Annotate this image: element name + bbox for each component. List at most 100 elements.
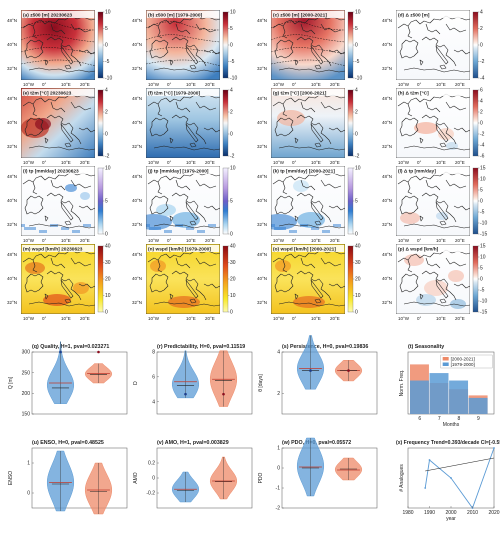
colorbar-tick-label: 40 bbox=[230, 244, 236, 250]
coastline bbox=[64, 64, 72, 70]
precip-cell bbox=[39, 230, 43, 233]
coastline bbox=[44, 215, 49, 222]
colorbar-tick-label: 10 bbox=[105, 10, 111, 16]
colorbar bbox=[222, 167, 229, 235]
lon-tick-label: 10°W bbox=[148, 238, 160, 243]
title-backdrop bbox=[272, 245, 344, 252]
coastline bbox=[24, 273, 44, 293]
coastline bbox=[320, 101, 342, 111]
coastline bbox=[60, 123, 74, 143]
lon-tick-label: 0° bbox=[417, 160, 422, 165]
map-panel-title: (h) Δ t2m [°C] bbox=[398, 90, 429, 96]
coastline bbox=[32, 181, 38, 195]
colorbar-tick-label: -2 bbox=[105, 154, 110, 160]
y-tick-label: 1 bbox=[27, 461, 30, 467]
field-anomaly bbox=[400, 212, 420, 224]
map-panel: (g) t2m [°C] [2000-2021] 48°N 40°N 32°N 10°W… bbox=[257, 88, 360, 165]
colorbar-tick-label: 0 bbox=[355, 43, 358, 49]
bar-past bbox=[429, 373, 449, 414]
lon-tick-label: 0° bbox=[292, 82, 297, 87]
title-backdrop bbox=[22, 245, 94, 252]
event-marker bbox=[347, 369, 350, 372]
lon-tick-label: 10°E bbox=[311, 160, 321, 165]
coastline bbox=[294, 137, 299, 144]
coastline bbox=[425, 23, 441, 35]
field-anomaly bbox=[43, 294, 71, 306]
coastline bbox=[314, 64, 322, 70]
colorbar-tick-label: -5 bbox=[230, 59, 235, 65]
colorbar-tick-label: 0 bbox=[355, 132, 358, 138]
x-tick-label: 1980 bbox=[402, 510, 413, 516]
coastline bbox=[78, 127, 95, 133]
y-axis-label: PDO bbox=[258, 472, 264, 483]
map-panel: (p) Δ wspd [km/h] 48°N 40°N 32°N 10°W 0° 10°E 2… bbox=[382, 244, 487, 321]
coastline bbox=[195, 101, 217, 111]
coastline bbox=[24, 117, 44, 137]
coastline bbox=[175, 101, 191, 113]
map-panel: (l) Δ tp [mm/day] 48°N 40°N 32°N 10°W 0° 10°E 2… bbox=[382, 166, 487, 243]
coastline bbox=[419, 137, 424, 144]
title-backdrop bbox=[272, 89, 344, 96]
precip-cell bbox=[293, 230, 297, 233]
coastline bbox=[171, 114, 207, 145]
y-axis-label: D bbox=[133, 381, 139, 385]
x-tick-label: 9 bbox=[477, 416, 480, 422]
legend-swatch bbox=[442, 362, 449, 366]
map-field bbox=[146, 88, 220, 158]
colorbar-tick-label: -2 bbox=[230, 154, 235, 160]
coastline bbox=[149, 273, 169, 293]
colorbar-tick-label: -4 bbox=[480, 143, 485, 149]
coastline bbox=[310, 279, 324, 299]
colorbar-tick-label: -5 bbox=[355, 59, 360, 65]
lat-tick-label: 32°N bbox=[7, 66, 17, 71]
lat-tick-label: 48°N bbox=[7, 18, 17, 23]
lat-tick-label: 32°N bbox=[257, 300, 267, 305]
lat-tick-label: 40°N bbox=[382, 198, 392, 203]
y-tick-label: 0 bbox=[27, 491, 30, 497]
lat-tick-label: 48°N bbox=[382, 96, 392, 101]
precip-cell bbox=[87, 224, 91, 227]
map-panel-title: (l) Δ tp [mm/day] bbox=[398, 168, 436, 174]
charts-grid: (q) Quality, H=1, pval=0.023271 Q [m] 150 2… bbox=[8, 335, 500, 522]
precip-cell bbox=[274, 227, 278, 230]
lat-tick-label: 48°N bbox=[132, 96, 142, 101]
field-anomaly bbox=[275, 260, 291, 272]
y-tick-label: 1 bbox=[277, 446, 280, 452]
title-backdrop bbox=[397, 245, 469, 252]
coastline bbox=[296, 36, 332, 67]
colorbar bbox=[222, 245, 229, 313]
coastline bbox=[421, 36, 457, 67]
coastline bbox=[453, 283, 470, 289]
coastline bbox=[157, 181, 163, 195]
lon-tick-label: 10°W bbox=[148, 160, 160, 165]
colorbar-tick-label: 0 bbox=[105, 43, 108, 49]
y-tick-label: -0.2 bbox=[146, 491, 155, 497]
lon-tick-label: 10°W bbox=[148, 82, 160, 87]
maps-grid: (a) z500 [m] 20230623 48°N 40°N 32°N 10°W 0° 1… bbox=[7, 10, 487, 321]
coastline bbox=[24, 39, 44, 59]
y-tick-label: 0 bbox=[277, 466, 280, 472]
map-panel-title: (p) Δ wspd [km/h] bbox=[398, 246, 439, 252]
precip-cell bbox=[197, 230, 201, 233]
field-anomaly bbox=[146, 214, 172, 230]
lat-tick-label: 32°N bbox=[132, 222, 142, 227]
coastline bbox=[274, 273, 294, 293]
coastline bbox=[300, 101, 316, 113]
legend-label: [2000-2021] bbox=[451, 356, 475, 361]
colorbar-tick-label: 30 bbox=[355, 260, 361, 266]
coastline bbox=[157, 259, 163, 273]
lon-tick-label: 10°W bbox=[148, 316, 160, 321]
y-tick-label: 4 bbox=[277, 350, 280, 356]
coastline bbox=[328, 283, 345, 289]
lat-tick-label: 32°N bbox=[257, 144, 267, 149]
coastline bbox=[296, 192, 332, 223]
map-panel-title: (o) wspd [km/h] [2000-2021] bbox=[273, 246, 336, 252]
colorbar-tick-label: 10 bbox=[355, 166, 361, 172]
coastline bbox=[195, 179, 217, 189]
coastline bbox=[70, 101, 92, 111]
colorbar bbox=[472, 89, 479, 157]
coastline bbox=[282, 103, 288, 117]
lat-tick-label: 48°N bbox=[132, 174, 142, 179]
lat-tick-label: 40°N bbox=[132, 198, 142, 203]
